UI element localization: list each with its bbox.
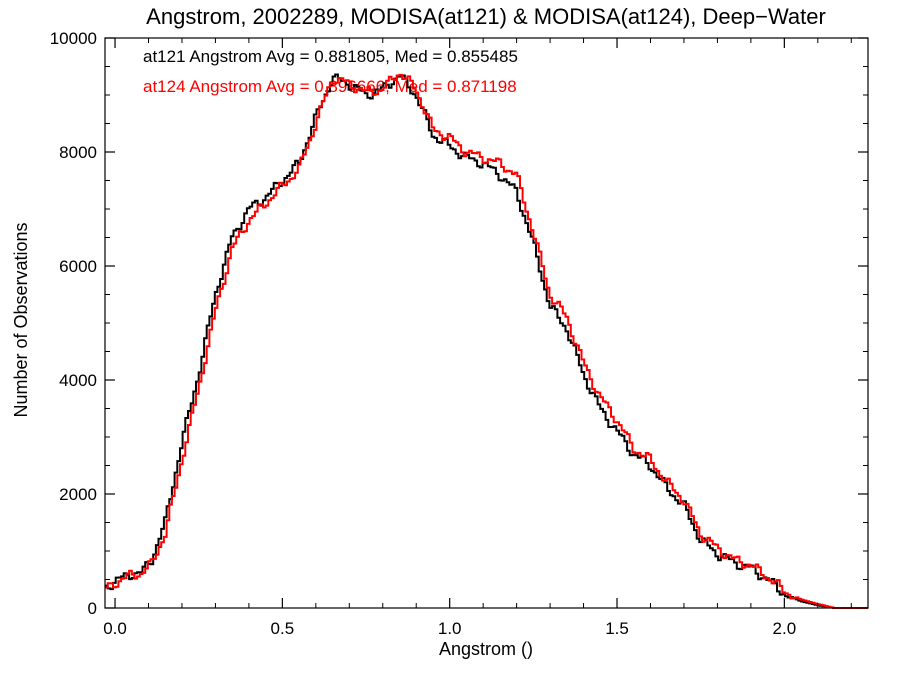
y-tick-label: 6000 — [59, 257, 97, 276]
y-tick-label: 4000 — [59, 371, 97, 390]
x-tick-label: 0.0 — [103, 619, 127, 638]
x-tick-label: 1.0 — [438, 619, 462, 638]
y-tick-label: 0 — [88, 599, 97, 618]
y-tick-label: 10000 — [50, 29, 97, 48]
series-layer — [105, 73, 868, 609]
series-annotation-at121: at121 Angstrom Avg = 0.881805, Med = 0.8… — [143, 47, 518, 66]
x-axis-label: Angstrom () — [439, 639, 533, 659]
x-tick-label: 1.5 — [605, 619, 629, 638]
plot-frame — [104, 37, 869, 609]
y-axis-label: Number of Observations — [11, 222, 31, 417]
series-line-at121 — [105, 73, 868, 609]
axis-ticks: 0.0 0.5 1.0 1.5 2.0 0 2000 4000 6000 8000 10000 — [50, 29, 868, 638]
y-tick-label: 8000 — [59, 143, 97, 162]
x-tick-label: 2.0 — [773, 619, 797, 638]
chart-title: Angstrom, 2002289, MODISA(at121) & MODIS… — [146, 4, 826, 29]
y-tick-label: 2000 — [59, 485, 97, 504]
x-tick-label: 0.5 — [271, 619, 295, 638]
series-line-at124 — [105, 73, 868, 609]
